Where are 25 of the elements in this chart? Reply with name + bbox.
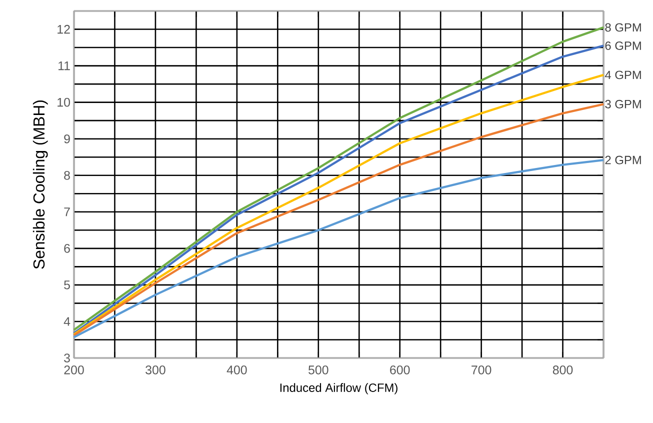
y-tick-label: 11	[58, 62, 70, 70]
x-tick-label: 400	[226, 366, 247, 374]
y-tick-label: 7	[64, 208, 70, 216]
x-axis-title: Induced Airflow (CFM)	[280, 383, 398, 394]
y-axis-title: Sensible Cooling (MBH)	[32, 100, 48, 269]
y-tick-label: 10	[58, 98, 70, 107]
series-label: 8 GPM	[605, 23, 641, 32]
y-tick-label: 4	[64, 317, 70, 326]
x-tick-label: 700	[472, 366, 492, 374]
series-label: 6 GPM	[605, 41, 641, 50]
x-tick-label: 500	[308, 366, 328, 374]
x-tick-label: 800	[552, 366, 573, 374]
y-tick-label: 6	[64, 244, 70, 253]
y-tick-label: 8	[64, 170, 70, 180]
line-series	[72, 158, 605, 338]
series-label: 2 GPM	[605, 156, 641, 164]
y-tick-label: 3	[64, 354, 70, 362]
y-tick-label: 12	[58, 24, 70, 34]
y-tick-label: 5	[64, 280, 70, 290]
series-label: 4 GPM	[604, 70, 641, 80]
x-tick-label: 300	[146, 366, 166, 374]
y-tick-label: 9	[64, 134, 70, 144]
x-tick-label: 600	[390, 366, 410, 374]
x-tick-label: 200	[64, 366, 84, 374]
series-label: 3 GPM	[605, 100, 641, 108]
